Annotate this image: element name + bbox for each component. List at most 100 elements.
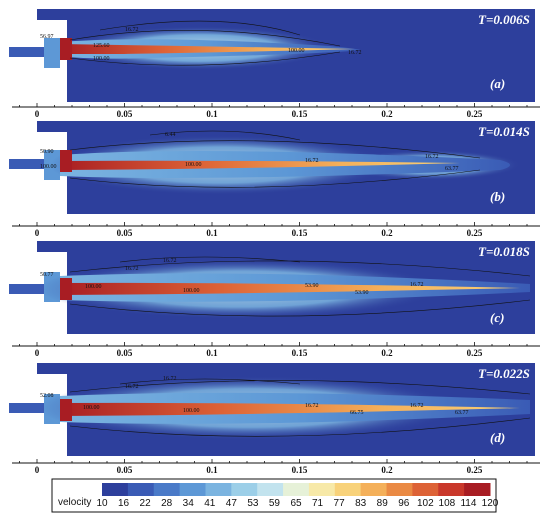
inlet-nozzle — [9, 403, 47, 413]
x-tick-label: 0 — [35, 465, 40, 475]
colorbar-tick-label: 102 — [417, 498, 434, 509]
colorbar-swatch — [360, 483, 388, 496]
colorbar-swatch — [231, 483, 258, 496]
panel-label: (d) — [490, 430, 505, 445]
panel-label: (b) — [490, 189, 505, 204]
nozzle-exit — [60, 38, 72, 60]
contour-label: 16.72 — [348, 50, 362, 56]
x-tick-label: 0.2 — [381, 465, 393, 475]
contour-label: 100.00 — [83, 405, 100, 411]
contour-label: 16.72 — [425, 154, 439, 160]
colorbar-tick-label: 10 — [96, 498, 108, 509]
colorbar-title: velocity — [58, 497, 91, 508]
colorbar-tick-label: 16 — [118, 498, 130, 509]
contour-lines — [69, 20, 341, 66]
jet-core — [60, 160, 460, 170]
contour-label: 100.00 — [85, 284, 102, 290]
nozzle-exit — [60, 399, 72, 421]
contour-label: 52.08 — [40, 393, 54, 399]
panel-c: T=0.018S (c) 16.72 16.72 50.77 100.00 10… — [9, 241, 535, 334]
colorbar-swatch — [386, 483, 413, 496]
x-tick-label: 0 — [35, 348, 40, 358]
contour-label: 53.90 — [355, 290, 369, 296]
colorbar-tick-label: 41 — [204, 498, 216, 509]
x-tick-label: 0.2 — [381, 348, 393, 358]
x-tick-label: 0.15 — [292, 465, 308, 475]
contour-label: 100.00 — [183, 408, 200, 414]
x-axis: 0 0.05 0.1 0.15 0.2 0.25 — [12, 342, 540, 358]
contour-label: 56.97 — [40, 34, 54, 40]
x-tick-label: 0 — [35, 228, 40, 238]
x-tick-label: 0 — [35, 109, 40, 119]
time-label: T=0.018S — [478, 244, 530, 259]
x-tick-label: 0.05 — [117, 348, 133, 358]
colorbar-tick-label: 114 — [460, 498, 476, 509]
colorbar-tick-label: 71 — [312, 498, 324, 509]
contour-label: 16.72 — [410, 282, 424, 288]
time-label: T=0.006S — [478, 12, 530, 27]
colorbar-swatch — [257, 483, 284, 496]
contour-label: 16.72 — [305, 403, 319, 409]
x-axis: 0 0.05 0.1 0.15 0.2 0.25 — [12, 459, 540, 475]
colorbar-swatch — [179, 483, 206, 496]
colorbar-tick-label: 120 — [482, 498, 499, 509]
x-axis: 0 0.05 0.1 0.15 0.2 0.25 — [12, 222, 540, 238]
x-tick-label: 0.1 — [206, 348, 218, 358]
x-tick-label: 0.25 — [467, 228, 483, 238]
colorbar-tick-labels: 10 16 22 28 34 41 47 53 59 65 71 77 83 89 96 102 108 114 1… — [96, 498, 498, 509]
colorbar-tick-label: 77 — [334, 498, 346, 509]
x-tick-label: 0.1 — [206, 228, 218, 238]
colorbar-tick-label: 28 — [161, 498, 173, 509]
colorbar-tick-label: 59 — [269, 498, 281, 509]
colorbar-tick-label: 108 — [439, 498, 456, 509]
contour-label: 50.90 — [40, 149, 54, 155]
contour-label: 16.72 — [305, 158, 319, 164]
panel-b: T=0.014S (b) 6.44 50.90 100.00 100.00 16… — [9, 121, 535, 214]
contour-label: 16.72 — [163, 258, 177, 264]
colorbar-swatch — [412, 483, 439, 496]
contour-label: 16.72 — [125, 27, 139, 33]
time-label: T=0.014S — [478, 124, 530, 139]
contour-label: 16.72 — [410, 403, 424, 409]
panel-d: T=0.022S (d) 16.72 16.72 52.08 100.00 10… — [9, 363, 535, 456]
nozzle-exit — [60, 278, 72, 300]
colorbar-swatch — [283, 483, 310, 496]
x-tick-label: 0.05 — [117, 465, 133, 475]
colorbar-tick-label: 47 — [226, 498, 238, 509]
chamber — [44, 38, 60, 68]
jet-core — [60, 402, 520, 416]
panel-label: (a) — [490, 76, 505, 91]
contour-lines — [69, 378, 531, 437]
x-tick-label: 0.15 — [292, 228, 308, 238]
jet-core — [60, 282, 520, 295]
contour-label: 16.72 — [125, 384, 139, 390]
x-axis: 0 0.05 0.1 0.15 0.2 0.25 — [12, 103, 540, 119]
contour-label: 100.00 — [40, 164, 57, 170]
x-tick-label: 0.2 — [381, 109, 393, 119]
colorbar-swatch — [308, 483, 336, 496]
contour-label: 63.77 — [455, 410, 469, 416]
contour-label: 16.72 — [125, 266, 139, 272]
contour-lines — [69, 130, 481, 188]
colorbar-tick-label: 53 — [247, 498, 259, 509]
contour-label: 66.75 — [350, 410, 364, 416]
x-tick-label: 0.1 — [206, 465, 218, 475]
inlet-nozzle — [9, 284, 47, 294]
contour-label: 125.60 — [93, 43, 110, 49]
x-tick-label: 0.05 — [117, 228, 133, 238]
colorbar-tick-label: 96 — [398, 498, 410, 509]
time-label: T=0.022S — [478, 366, 530, 381]
contour-label: 53.90 — [305, 283, 319, 289]
x-tick-label: 0.25 — [467, 348, 483, 358]
colorbar-tick-label: 65 — [290, 498, 302, 509]
colorbar-swatches — [102, 483, 491, 496]
colorbar-tick-label: 89 — [377, 498, 389, 509]
nozzle-exit — [60, 150, 72, 172]
panel-label: (c) — [490, 310, 504, 325]
colorbar-tick-label: 83 — [355, 498, 367, 509]
x-tick-label: 0.25 — [467, 465, 483, 475]
contour-lines — [69, 256, 531, 317]
colorbar-swatch — [334, 483, 362, 496]
colorbar-swatch — [127, 483, 155, 496]
